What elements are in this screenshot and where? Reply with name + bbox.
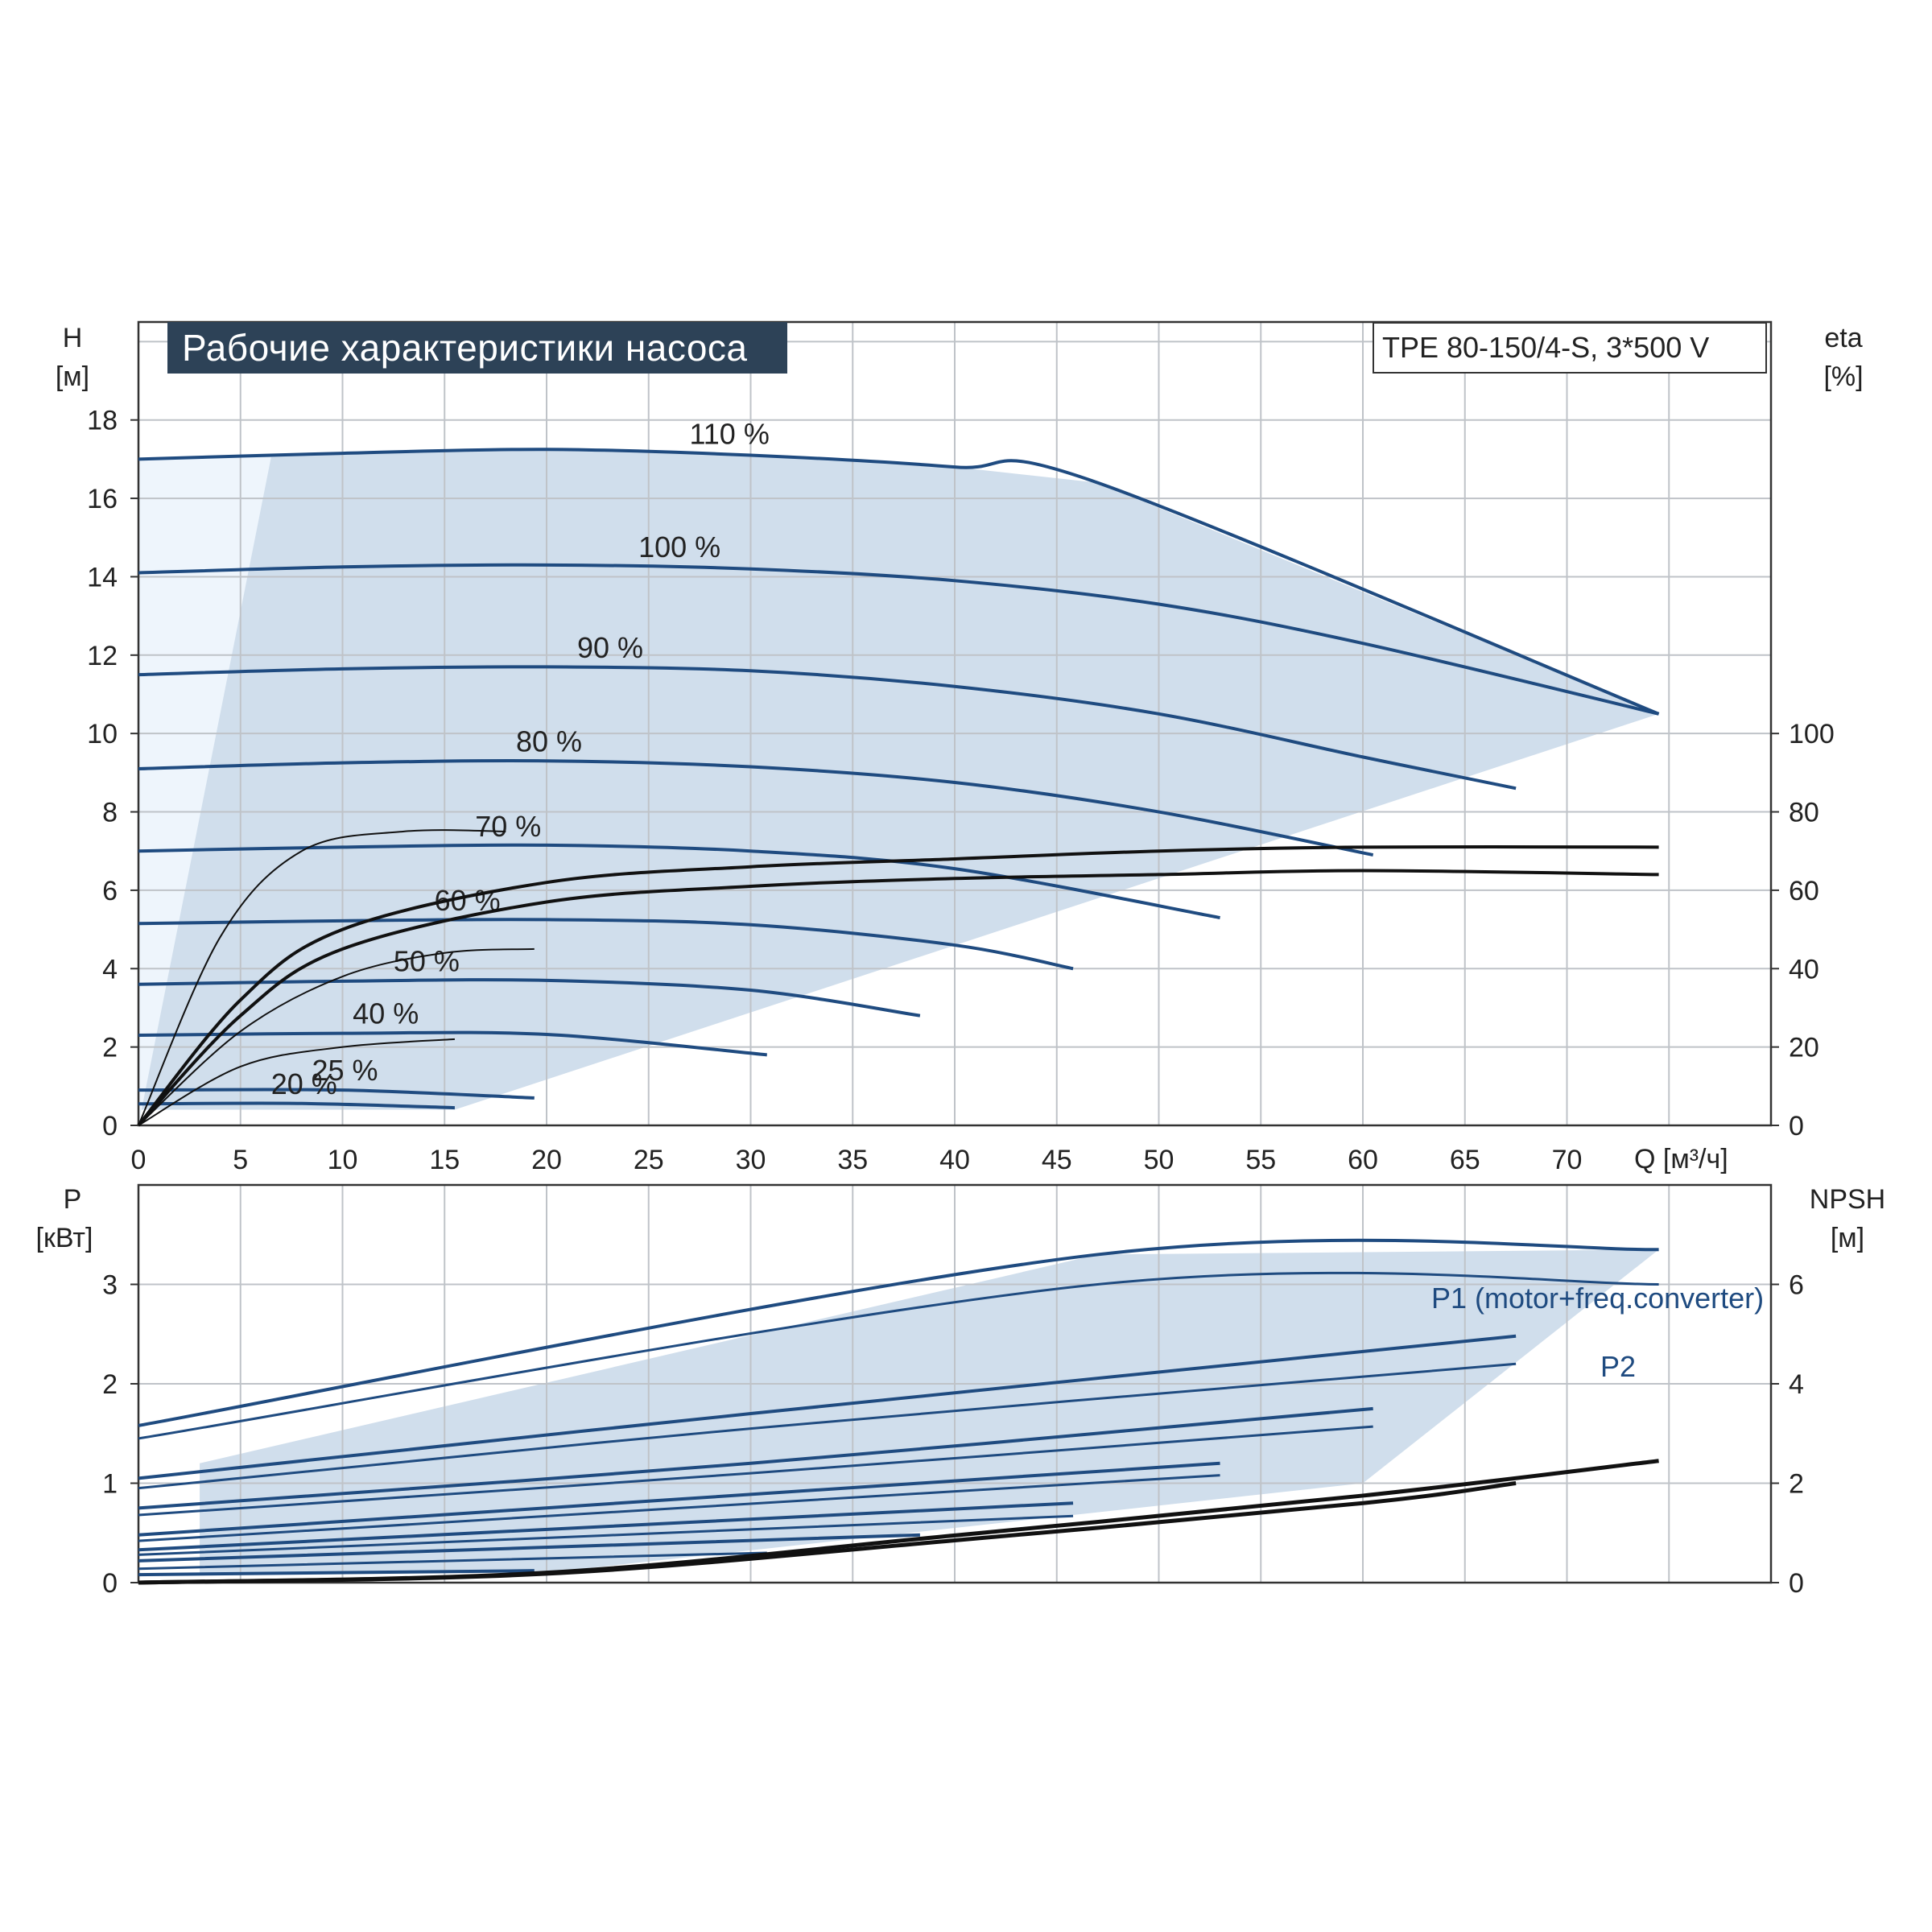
y2-tick-label: 0 [1789,1111,1804,1141]
y2-tick-label: 0 [1789,1568,1804,1599]
x-tick-label: 15 [429,1145,460,1175]
x-tick-label: 25 [634,1145,664,1175]
x-tick-label: 40 [939,1145,970,1175]
y-tick-label: 6 [102,876,118,906]
y-axis-unit-p: [кВт] [24,1220,105,1256]
y-tick-label: 2 [102,1033,118,1063]
y2-axis-unit-eta: [%] [1811,359,1876,394]
x-axis-label: Q [м³/ч] [1634,1141,1763,1177]
speed-percent-label: 100 % [638,530,720,564]
y2-axis-label-npsh: NPSH [1795,1182,1900,1217]
y2-axis-unit-npsh: [м] [1811,1220,1884,1256]
speed-percent-label: 110 % [689,417,769,450]
y-tick-label: 12 [87,641,118,671]
speed-percent-label: 50 % [394,945,460,978]
y-tick-label: 8 [102,798,118,828]
y-tick-label: 1 [102,1469,118,1500]
y2-tick-label: 100 [1789,719,1835,749]
y2-tick-label: 2 [1789,1469,1804,1500]
x-tick-label: 60 [1348,1145,1378,1175]
x-tick-label: 50 [1144,1145,1174,1175]
chart-title: Рабочие характеристики насоса [167,322,787,374]
speed-percent-label: 80 % [516,725,582,758]
y-axis-unit-h: [м] [40,359,105,394]
x-tick-label: 0 [131,1145,147,1175]
y-tick-label: 10 [87,719,118,749]
y2-tick-label: 4 [1789,1369,1804,1400]
speed-percent-label: 20 % [271,1067,337,1100]
y2-tick-label: 20 [1789,1033,1819,1063]
x-tick-label: 35 [837,1145,868,1175]
p2-label: P2 [1600,1350,1636,1383]
x-tick-label: 30 [736,1145,766,1175]
speed-percent-label: 70 % [475,810,541,843]
x-tick-label: 65 [1450,1145,1480,1175]
x-tick-label: 55 [1245,1145,1276,1175]
y2-tick-label: 40 [1789,954,1819,985]
speed-percent-label: 40 % [353,997,419,1030]
y-tick-label: 16 [87,484,118,514]
x-tick-label: 70 [1552,1145,1583,1175]
y2-tick-label: 60 [1789,876,1819,906]
p1-label: P1 (motor+freq.converter) [1431,1282,1764,1315]
y-tick-label: 18 [87,406,118,436]
y-tick-label: 4 [102,954,118,985]
x-tick-label: 20 [531,1145,562,1175]
y-tick-label: 14 [87,562,118,592]
speed-percent-label: 90 % [577,631,643,664]
x-tick-label: 45 [1042,1145,1072,1175]
y-tick-label: 2 [102,1369,118,1400]
y2-tick-label: 80 [1789,798,1819,828]
x-tick-label: 5 [233,1145,248,1175]
model-label: TPE 80-150/4-S, 3*500 V [1373,322,1767,374]
y-axis-label-p: P [48,1182,97,1217]
y-axis-label-h: H [48,320,97,356]
y-tick-label: 0 [102,1111,118,1141]
y2-tick-label: 6 [1789,1270,1804,1301]
y-tick-label: 0 [102,1568,118,1599]
y-tick-label: 3 [102,1270,118,1301]
x-tick-label: 10 [328,1145,358,1175]
y2-axis-label-eta: eta [1811,320,1876,356]
